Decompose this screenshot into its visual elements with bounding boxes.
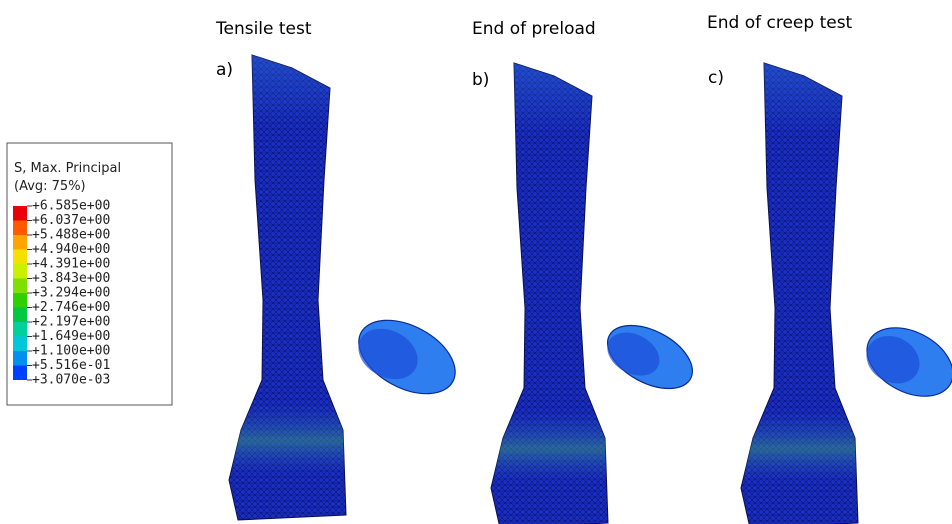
legend-label: +2.746e+00 [32,300,110,315]
color-swatch [13,293,27,308]
panel-letter: b) [472,70,489,90]
color-swatch [13,279,27,294]
legend-label: +5.516e-01 [32,358,110,373]
color-swatch [13,351,27,366]
color-swatch [13,264,27,279]
panel-letter: c) [708,68,724,88]
specimen [491,63,608,524]
color-swatch [13,206,27,221]
stress-overlay [741,63,858,524]
color-swatch [13,322,27,337]
legend-label: +3.843e+00 [32,271,110,286]
color-swatch [13,235,27,250]
color-swatch [13,308,27,323]
legend-title: (Avg: 75%) [14,179,86,194]
legend-label: +3.070e-03 [32,373,110,388]
legend-label: +1.649e+00 [32,329,110,344]
grip [855,314,952,410]
panel-title: End of creep test [707,13,853,33]
color-swatch [13,366,27,381]
legend-label: +4.940e+00 [32,242,110,257]
grip [597,312,703,401]
specimen [229,55,346,520]
legend-label: +6.585e+00 [32,199,110,214]
legend-label: +3.294e+00 [32,286,110,301]
legend-label: +2.197e+00 [32,315,110,330]
panel-letter: a) [216,60,233,80]
legend-label: +5.488e+00 [32,228,110,243]
stress-overlay [229,55,346,520]
legend-label: +4.391e+00 [32,257,110,272]
color-swatch [13,221,27,236]
legend-label: +1.100e+00 [32,344,110,359]
color-swatch [13,250,27,265]
panel-title: End of preload [472,19,596,39]
grip [347,305,468,409]
stress-overlay [491,63,608,524]
panel-title: Tensile test [215,19,312,39]
figure: S, Max. Principal (Avg: 75%) +6.585e+00+… [0,0,952,524]
color-bar [13,206,27,380]
specimen [741,63,858,524]
color-swatch [13,337,27,352]
panels: Tensile test a) End of preload b) End of cre… [215,13,952,524]
legend-labels: +6.585e+00+6.037e+00+5.488e+00+4.940e+00… [27,199,110,388]
legend-label: +6.037e+00 [32,213,110,228]
legend-title: S, Max. Principal [14,161,121,176]
